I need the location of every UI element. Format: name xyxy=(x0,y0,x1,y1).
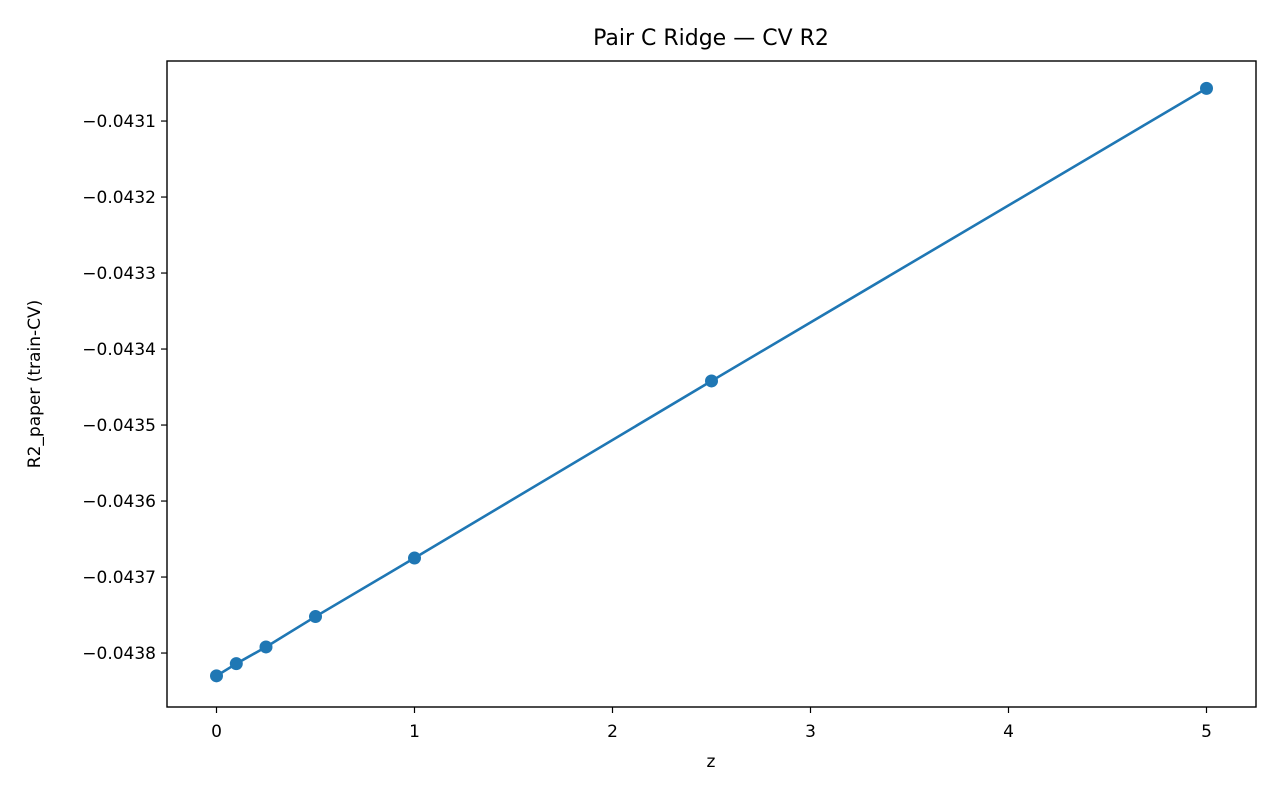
x-tick-label: 0 xyxy=(211,722,222,742)
axes-frame xyxy=(166,60,1257,708)
x-tick-label: 5 xyxy=(1201,722,1212,742)
data-point xyxy=(408,551,421,565)
y-tick-label: −0.0436 xyxy=(82,492,156,512)
data-point xyxy=(259,640,273,654)
y-tick-label: −0.0434 xyxy=(82,340,156,360)
data-point xyxy=(309,610,322,624)
y-tick-label: −0.0432 xyxy=(82,188,156,208)
y-tick-label: −0.0431 xyxy=(82,112,156,132)
y-axis-ticks: −0.0431 −0.0432 −0.0433 −0.0434 −0.0435 −0.04… xyxy=(82,112,167,664)
x-axis-ticks: 0 1 2 3 4 5 xyxy=(211,707,1212,742)
data-point xyxy=(210,669,223,683)
y-tick-label: −0.0438 xyxy=(82,644,156,664)
x-tick-label: 1 xyxy=(409,722,420,742)
y-tick-label: −0.0437 xyxy=(82,568,156,588)
chart-title: Pair C Ridge — CV R2 xyxy=(593,26,829,51)
y-axis-label: R2_paper (train-CV) xyxy=(25,300,45,468)
x-tick-label: 4 xyxy=(1003,722,1014,742)
data-point xyxy=(1200,81,1213,95)
y-tick-label: −0.0433 xyxy=(82,264,156,284)
x-tick-label: 2 xyxy=(607,722,618,742)
y-tick-label: −0.0435 xyxy=(82,416,156,436)
x-tick-label: 3 xyxy=(805,722,816,742)
data-point xyxy=(229,657,243,671)
x-axis-label: z xyxy=(707,752,716,772)
plot-area xyxy=(210,81,1213,683)
data-point xyxy=(705,374,718,388)
